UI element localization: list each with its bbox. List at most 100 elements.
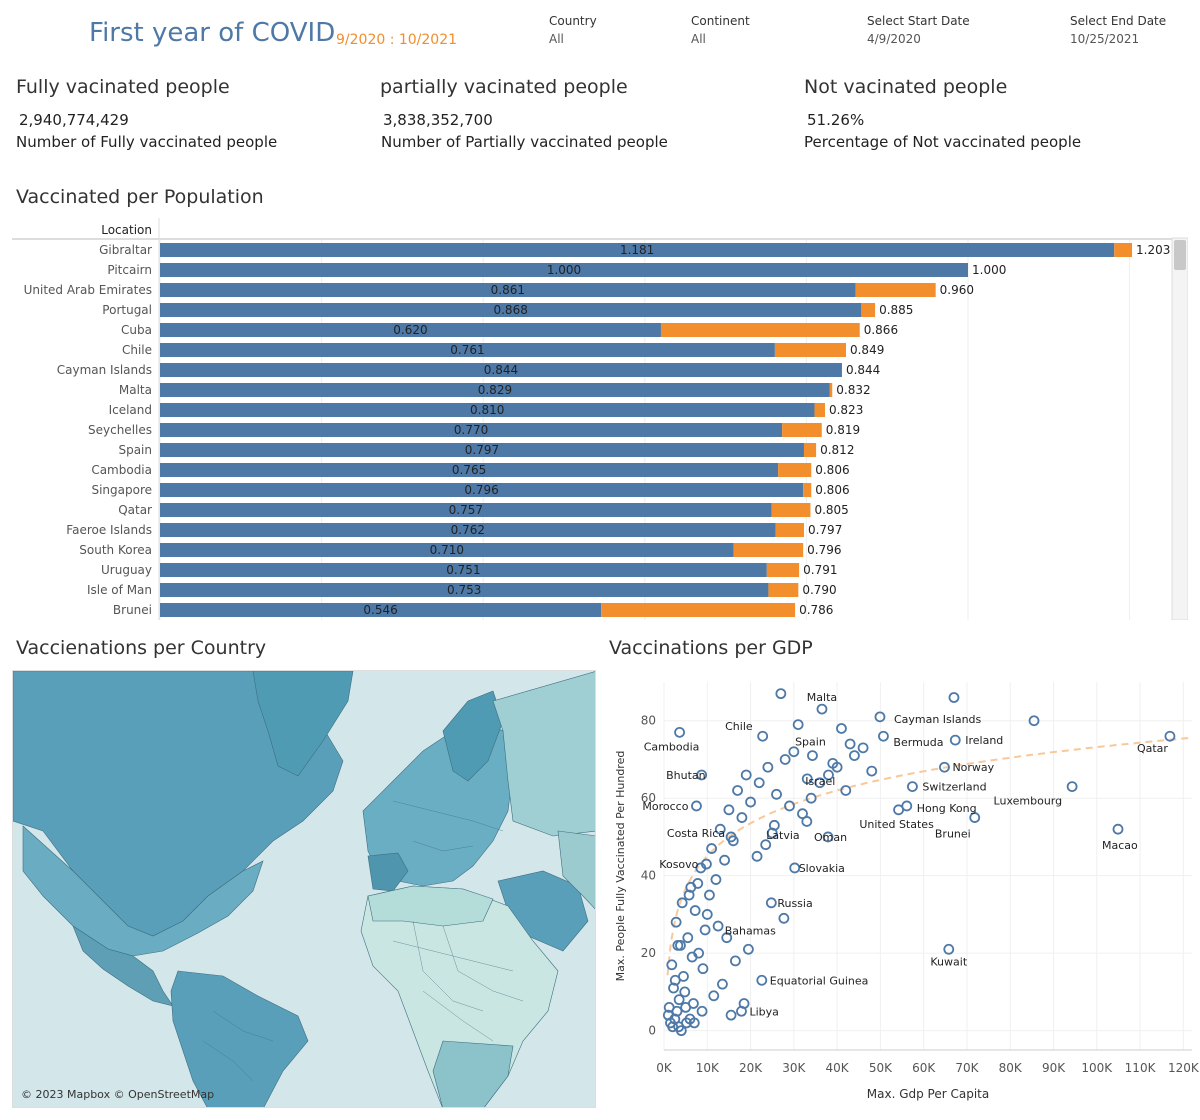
scatter-point [816, 703, 828, 715]
bar-fully [160, 503, 772, 517]
scatter-point [756, 974, 768, 986]
bar-category-label: Spain [118, 443, 152, 457]
bar-total-label: 0.805 [814, 503, 848, 517]
bar-inner-label: 0.757 [449, 503, 483, 517]
bar-partial [778, 463, 812, 477]
scatter-point [939, 761, 950, 773]
bar-category-label: Portugal [102, 303, 152, 317]
scatter-point [663, 1001, 675, 1013]
scatter-point [689, 905, 701, 916]
scatter-section-title: Vaccinations per GDP [609, 637, 813, 659]
bar-inner-label: 0.810 [470, 403, 504, 417]
bar-inner-label: 0.620 [393, 323, 427, 337]
scatter-point-label: Malta [807, 691, 837, 704]
scatter-point-label: Kuwait [930, 955, 967, 968]
bar-total-label: 0.791 [803, 563, 837, 577]
scatter-point [682, 932, 694, 944]
bar-fully [160, 463, 779, 477]
scatter-point-label: Ireland [965, 734, 1003, 747]
bar-inner-label: 0.546 [363, 603, 397, 617]
bar-total-label: 0.819 [826, 423, 860, 437]
bar-partial [601, 603, 796, 617]
scatter-point [708, 990, 720, 1002]
scatter-point [681, 1017, 692, 1029]
bar-inner-label: 0.844 [484, 363, 518, 377]
world-map[interactable]: © 2023 Mapbox © OpenStreetMap [12, 670, 596, 1108]
bar-partial [829, 383, 833, 397]
bar-inner-label: 1.181 [620, 243, 654, 257]
scatter-y-tick-label: 40 [641, 869, 656, 883]
kpi-partial-title: partially vacinated people [380, 76, 628, 98]
scatter-x-tick-label: 30K [782, 1061, 806, 1075]
scatter-point [725, 831, 737, 843]
scatter-x-tick-label: 100K [1081, 1061, 1113, 1075]
vaccinations-per-gdp-chart: 0K 10K 20K 30K 40K 50K 60K 70K 80K 90K 100K 110K 120… [614, 682, 1200, 1101]
bar-category-label: Qatar [118, 503, 152, 517]
end-date-value[interactable]: 10/25/2021 [1070, 32, 1140, 46]
scatter-point-label: Cambodia [644, 740, 700, 753]
scatter-point [878, 730, 889, 742]
scatter-point-label: Cayman Islands [894, 713, 982, 726]
scatter-point [732, 785, 743, 796]
scatter-point-label: Bermuda [893, 736, 943, 749]
scatter-point [688, 998, 699, 1009]
bar-partial [855, 283, 936, 297]
scatter-point [717, 978, 728, 990]
scatter-point-label: Macao [1102, 839, 1138, 852]
bar-inner-label: 0.829 [478, 383, 512, 397]
bar-total-label: 0.823 [829, 403, 863, 417]
kpi-partial-value: 3,838,352,700 [383, 111, 493, 129]
bar-scrollbar-thumb[interactable] [1174, 240, 1186, 270]
end-date-filter[interactable]: Select End Date 10/25/2021 [1070, 14, 1166, 46]
bar-fully [160, 303, 862, 317]
country-filter[interactable]: Country All [549, 14, 597, 46]
bar-partial [771, 503, 811, 517]
bar-category-label: Cuba [121, 323, 152, 337]
bar-total-label: 1.000 [972, 263, 1006, 277]
scatter-point [688, 1017, 700, 1029]
scatter-point [784, 800, 795, 812]
scatter-y-tick-label: 80 [641, 714, 656, 728]
continent-filter-value[interactable]: All [691, 32, 706, 46]
bar-partial [774, 343, 846, 357]
page-subtitle: 9/2020 : 10/2021 [336, 32, 458, 48]
scatter-point [849, 750, 860, 761]
bar-total-label: 0.806 [815, 483, 849, 497]
scatter-point [1112, 823, 1124, 835]
bar-total-label: 0.812 [820, 443, 854, 457]
start-date-value[interactable]: 4/9/2020 [867, 32, 921, 46]
scatter-point [948, 692, 960, 703]
country-filter-value[interactable]: All [549, 32, 564, 46]
bar-scrollbar-track[interactable] [1171, 237, 1188, 620]
continent-filter[interactable]: Continent All [691, 14, 750, 46]
bar-inner-label: 0.770 [454, 423, 488, 437]
bar-total-label: 1.203 [1136, 243, 1170, 257]
bar-inner-label: 0.796 [464, 483, 498, 497]
scatter-point [753, 777, 765, 789]
scatter-point [683, 889, 695, 901]
scatter-x-tick-label: 90K [1042, 1061, 1066, 1075]
scatter-point [693, 947, 705, 959]
map-region-russia [492, 671, 595, 837]
scatter-point [668, 982, 679, 994]
map-region-asia-south [557, 830, 595, 910]
scatter-point [662, 1009, 674, 1021]
scatter-point [760, 839, 772, 851]
scatter-point-label: Norway [952, 761, 994, 774]
scatter-x-tick-label: 10K [696, 1061, 720, 1075]
scatter-point [699, 924, 711, 936]
scatter-point-label: Qatar [1137, 742, 1168, 755]
scatter-point [701, 909, 713, 920]
scatter-point [822, 831, 834, 843]
map-region-iberia [367, 852, 409, 892]
bar-inner-label: 0.753 [447, 583, 481, 597]
scatter-point [1066, 781, 1078, 792]
bar-category-label: Cayman Islands [57, 363, 152, 377]
scatter-x-tick-label: 60K [912, 1061, 936, 1075]
map-region-southern-africa [432, 1040, 514, 1107]
scatter-y-tick-label: 20 [641, 946, 656, 960]
bar-fully [160, 343, 775, 357]
start-date-filter[interactable]: Select Start Date 4/9/2020 [867, 14, 970, 46]
bar-inner-label: 0.765 [452, 463, 486, 477]
scatter-x-tick-label: 80K [999, 1061, 1023, 1075]
